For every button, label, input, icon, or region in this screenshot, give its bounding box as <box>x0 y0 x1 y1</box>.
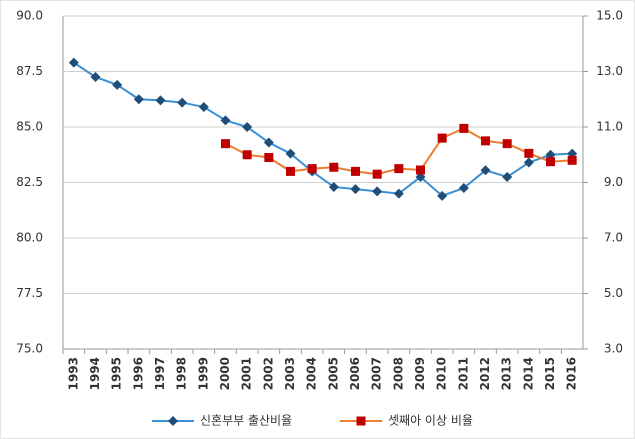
point <box>567 155 577 165</box>
point <box>242 150 252 160</box>
x-tick-label: 2010 <box>435 357 449 390</box>
legend-label: 신혼부부 출산비율 <box>200 414 292 428</box>
x-tick-label: 2013 <box>500 357 514 390</box>
point <box>523 157 534 168</box>
y-tick-label: 90.0 <box>16 9 43 23</box>
legend-marker <box>168 416 178 426</box>
x-tick-label: 2006 <box>348 357 362 390</box>
x-tick-label: 2008 <box>391 357 405 390</box>
y2-tick-label: 3.0 <box>604 342 623 356</box>
y-tick-label: 80.0 <box>16 231 43 245</box>
point <box>480 165 491 176</box>
point <box>286 166 295 176</box>
point <box>437 190 448 201</box>
y2-tick-label: 15.0 <box>596 9 623 23</box>
y-tick-label: 75.0 <box>16 342 43 356</box>
point <box>481 136 490 146</box>
y-tick-label: 77.5 <box>16 286 43 300</box>
point <box>177 97 188 108</box>
x-tick-label: 2014 <box>521 357 535 390</box>
legend-marker <box>356 416 366 426</box>
point <box>437 133 447 143</box>
x-tick-label: 2002 <box>261 357 275 390</box>
x-tick-label: 1993 <box>66 357 80 390</box>
y-tick-label: 87.5 <box>16 64 43 78</box>
point <box>307 164 317 174</box>
point <box>90 72 101 83</box>
point <box>502 139 512 149</box>
x-tick-label: 2000 <box>218 357 232 390</box>
point <box>524 148 534 158</box>
x-tick-label: 2005 <box>326 357 340 390</box>
point <box>372 169 382 179</box>
x-tick-label: 1995 <box>110 357 124 390</box>
point <box>459 123 469 133</box>
x-tick-label: 2001 <box>240 357 254 390</box>
x-tick-label: 1996 <box>131 357 145 390</box>
point <box>372 186 383 197</box>
x-tick-label: 2003 <box>283 357 297 390</box>
x-tick-label: 1997 <box>153 357 167 390</box>
x-tick-label: 1998 <box>175 357 189 390</box>
point <box>394 164 404 174</box>
x-tick-label: 1994 <box>88 357 102 390</box>
y2-tick-label: 7.0 <box>604 231 623 245</box>
point <box>133 94 144 105</box>
point <box>242 122 253 132</box>
point <box>264 153 274 163</box>
point <box>393 188 404 199</box>
x-tick-label: 2011 <box>456 357 470 390</box>
y2-tick-label: 5.0 <box>604 286 623 300</box>
point <box>329 162 339 172</box>
point <box>350 184 361 195</box>
point <box>416 165 425 175</box>
point <box>220 115 231 126</box>
point <box>285 148 296 159</box>
point <box>502 171 513 182</box>
x-tick-label: 2007 <box>370 357 384 390</box>
point <box>263 137 274 148</box>
x-tick-label: 2015 <box>543 357 557 390</box>
y-tick-label: 82.5 <box>16 175 43 189</box>
point <box>198 102 209 113</box>
point <box>155 95 166 106</box>
y2-tick-label: 11.0 <box>596 120 623 134</box>
x-tick-label: 2009 <box>413 357 427 390</box>
x-tick-label: 2004 <box>305 357 319 390</box>
point <box>458 183 469 194</box>
point <box>546 157 555 167</box>
y-tick-label: 85.0 <box>16 120 43 134</box>
point <box>221 139 230 149</box>
point <box>351 166 360 176</box>
x-tick-label: 2012 <box>478 357 492 390</box>
legend-label: 셋째아 이상 비율 <box>388 414 473 428</box>
point <box>68 57 79 68</box>
x-tick-label: 2016 <box>565 357 579 390</box>
point <box>112 79 123 90</box>
y2-tick-label: 9.0 <box>604 175 623 189</box>
x-tick-label: 1999 <box>196 357 210 390</box>
y2-tick-label: 13.0 <box>596 64 623 78</box>
point <box>328 181 339 192</box>
